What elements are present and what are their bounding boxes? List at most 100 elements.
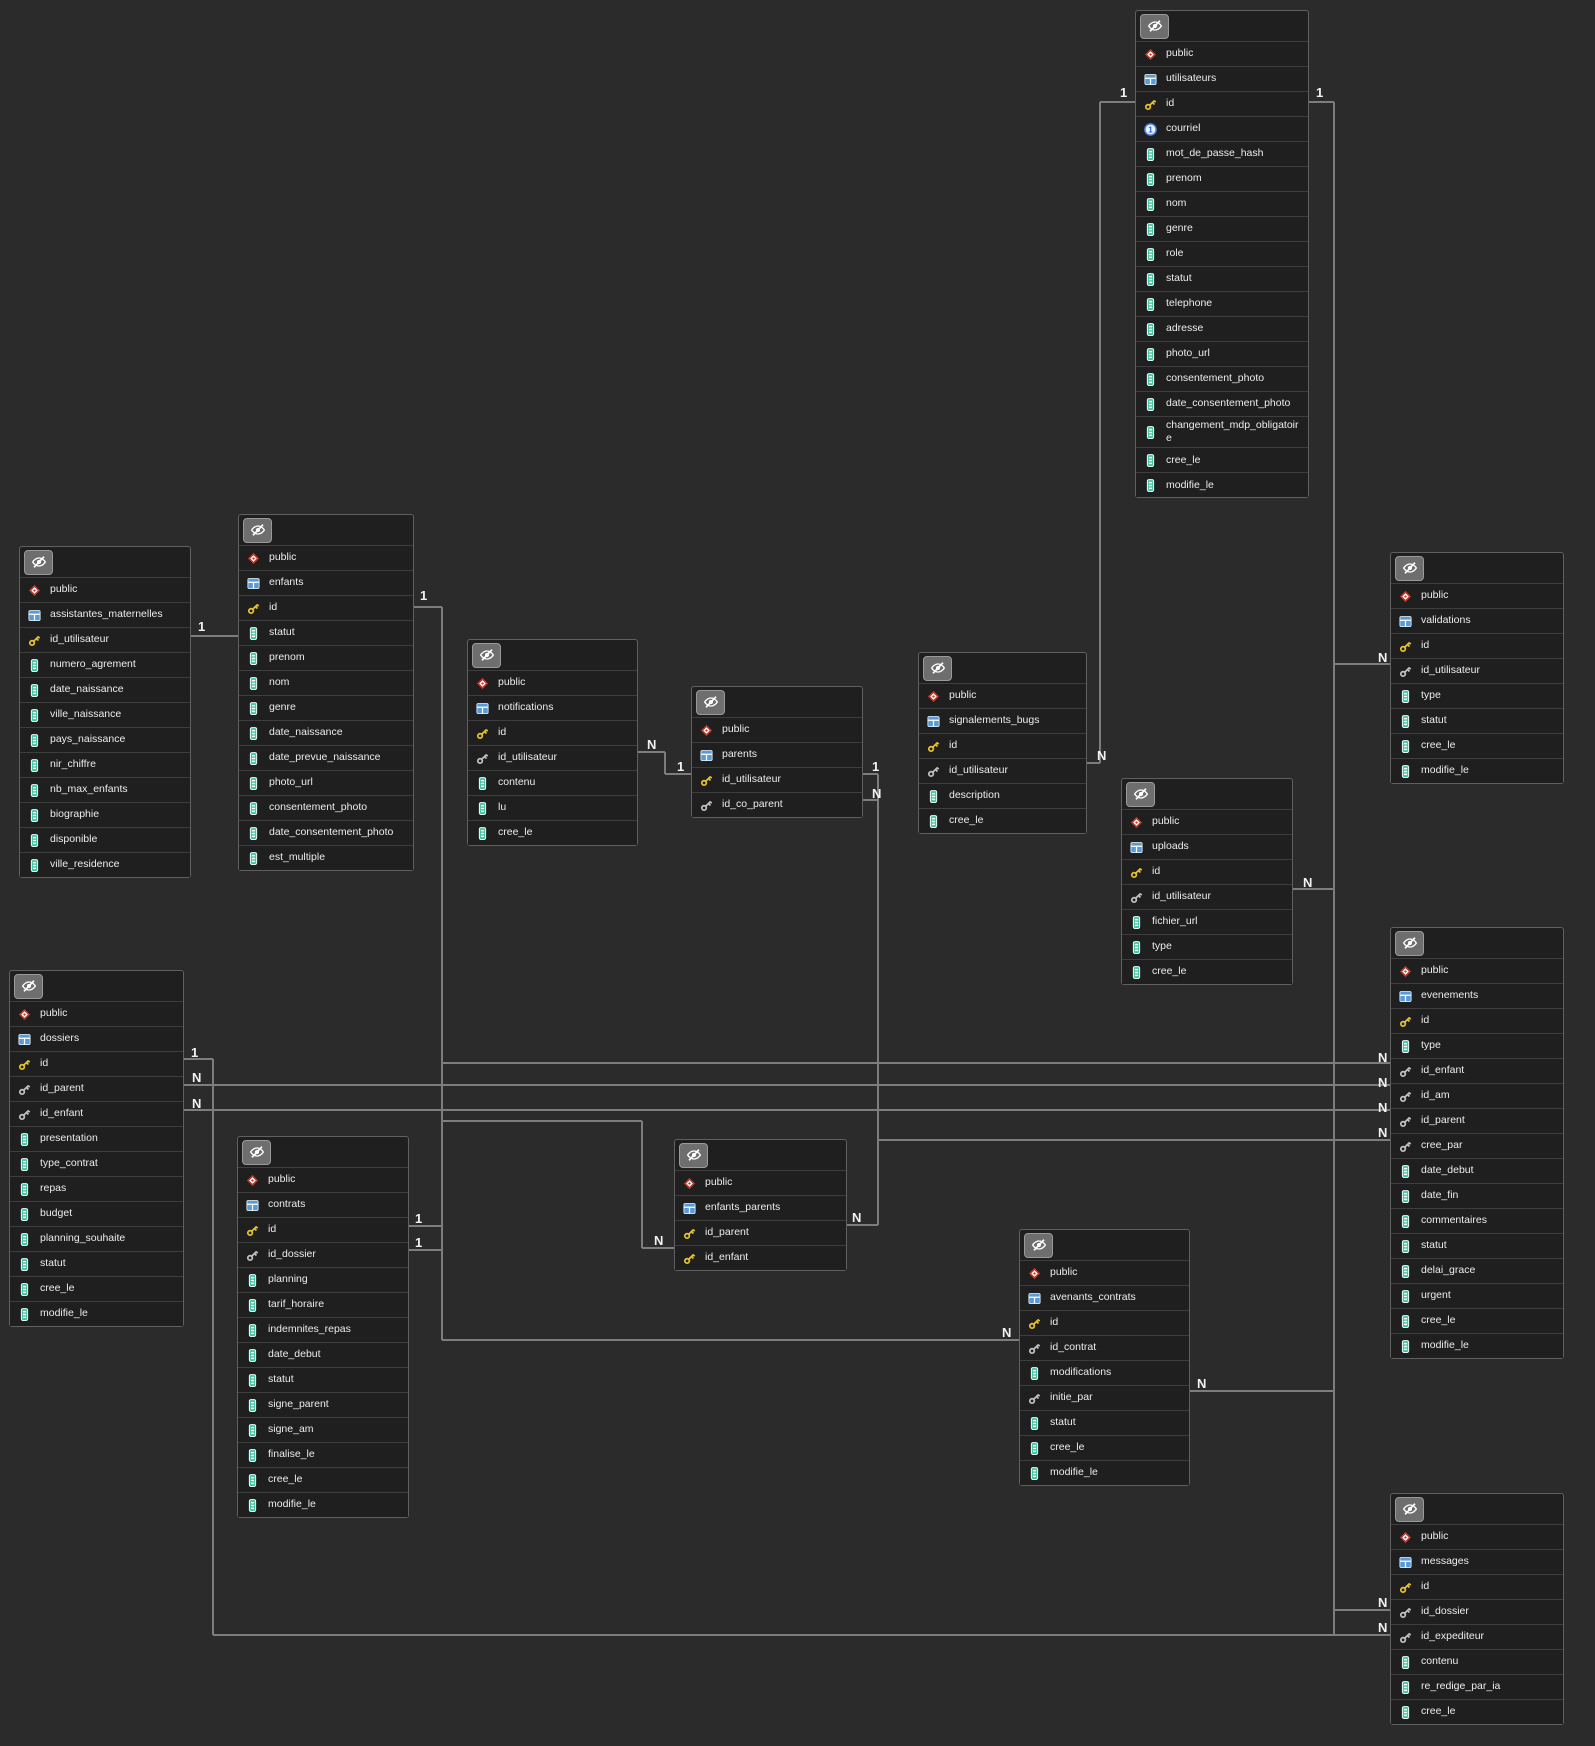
field-row[interactable]: nom — [1136, 191, 1308, 216]
table-name-row[interactable]: avenants_contrats — [1020, 1285, 1189, 1310]
field-row[interactable]: urgent — [1391, 1283, 1563, 1308]
table-name-row[interactable]: evenements — [1391, 983, 1563, 1008]
hide-table-button[interactable] — [1140, 13, 1169, 39]
table-assistantes_maternelles[interactable]: public assistantes_maternelles id_utilisat… — [19, 546, 191, 878]
field-row[interactable]: repas — [10, 1176, 183, 1201]
hide-table-button[interactable] — [1024, 1232, 1053, 1258]
field-row[interactable]: lu — [468, 795, 637, 820]
hide-table-button[interactable] — [242, 1139, 271, 1165]
table-name-row[interactable]: uploads — [1122, 834, 1292, 859]
field-row[interactable]: planning_souhaite — [10, 1226, 183, 1251]
field-row[interactable]: re_redige_par_ia — [1391, 1674, 1563, 1699]
field-row[interactable]: statut — [239, 620, 413, 645]
field-row[interactable]: ville_residence — [20, 852, 190, 877]
table-enfants[interactable]: public enfants id statut prenom nom genre date_… — [238, 514, 414, 871]
field-row[interactable]: prenom — [1136, 166, 1308, 191]
field-row[interactable]: type — [1391, 1033, 1563, 1058]
field-row[interactable]: id_dossier — [1391, 1599, 1563, 1624]
field-row[interactable]: initie_par — [1020, 1385, 1189, 1410]
field-row[interactable]: date_consentement_photo — [239, 820, 413, 845]
field-row[interactable]: indemnites_repas — [238, 1317, 408, 1342]
table-name-row[interactable]: validations — [1391, 608, 1563, 633]
field-row[interactable]: date_debut — [238, 1342, 408, 1367]
table-name-row[interactable]: notifications — [468, 695, 637, 720]
field-row[interactable]: cree_le — [1391, 1699, 1563, 1724]
field-row[interactable]: id — [10, 1051, 183, 1076]
field-row[interactable]: prenom — [239, 645, 413, 670]
field-row[interactable]: photo_url — [239, 770, 413, 795]
field-row[interactable]: changement_mdp_obligatoire — [1136, 416, 1308, 448]
field-row[interactable]: biographie — [20, 802, 190, 827]
table-notifications[interactable]: public notifications id id_utilisateur conte… — [467, 639, 638, 846]
table-signalements_bugs[interactable]: public signalements_bugs id id_utilisateur d… — [918, 652, 1087, 834]
field-row[interactable]: role — [1136, 241, 1308, 266]
table-name-row[interactable]: assistantes_maternelles — [20, 602, 190, 627]
field-row[interactable]: id_enfant — [1391, 1058, 1563, 1083]
field-row[interactable]: id_enfant — [10, 1101, 183, 1126]
field-row[interactable]: disponible — [20, 827, 190, 852]
field-row[interactable]: date_naissance — [20, 677, 190, 702]
schema-row[interactable]: public — [1136, 41, 1308, 66]
table-uploads[interactable]: public uploads id id_utilisateur fichier_url… — [1121, 778, 1293, 985]
hide-table-button[interactable] — [243, 517, 272, 543]
field-row[interactable]: modifie_le — [1020, 1460, 1189, 1485]
table-evenements[interactable]: public evenements id type id_enfant id_am id_p… — [1390, 927, 1564, 1359]
field-row[interactable]: cree_le — [919, 808, 1086, 833]
field-row[interactable]: id_utilisateur — [1391, 658, 1563, 683]
field-row[interactable]: id — [1136, 91, 1308, 116]
field-row[interactable]: signe_am — [238, 1417, 408, 1442]
table-enfants_parents[interactable]: public enfants_parents id_parent id_enfant — [674, 1139, 847, 1271]
field-row[interactable]: date_debut — [1391, 1158, 1563, 1183]
field-row[interactable]: cree_le — [1122, 959, 1292, 984]
field-row[interactable]: modifie_le — [238, 1492, 408, 1517]
table-name-row[interactable]: contrats — [238, 1192, 408, 1217]
field-row[interactable]: cree_le — [238, 1467, 408, 1492]
field-row[interactable]: commentaires — [1391, 1208, 1563, 1233]
field-row[interactable]: pays_naissance — [20, 727, 190, 752]
field-row[interactable]: 1 courriel — [1136, 116, 1308, 141]
field-row[interactable]: cree_le — [1136, 447, 1308, 473]
schema-row[interactable]: public — [1391, 1524, 1563, 1549]
field-row[interactable]: cree_le — [1020, 1435, 1189, 1460]
field-row[interactable]: id_dossier — [238, 1242, 408, 1267]
field-row[interactable]: id_utilisateur — [1122, 884, 1292, 909]
schema-row[interactable]: public — [239, 545, 413, 570]
field-row[interactable]: statut — [1391, 708, 1563, 733]
field-row[interactable]: id_utilisateur — [692, 767, 862, 792]
field-row[interactable]: nb_max_enfants — [20, 777, 190, 802]
field-row[interactable]: id_expediteur — [1391, 1624, 1563, 1649]
field-row[interactable]: id_utilisateur — [919, 758, 1086, 783]
field-row[interactable]: consentement_photo — [1136, 366, 1308, 391]
field-row[interactable]: numero_agrement — [20, 652, 190, 677]
field-row[interactable]: consentement_photo — [239, 795, 413, 820]
hide-table-button[interactable] — [679, 1142, 708, 1168]
field-row[interactable]: budget — [10, 1201, 183, 1226]
hide-table-button[interactable] — [1395, 1496, 1424, 1522]
table-utilisateurs[interactable]: public utilisateurs id 1 courriel mot_de_pass… — [1135, 10, 1309, 499]
field-row[interactable]: id — [1391, 633, 1563, 658]
schema-row[interactable]: public — [1391, 583, 1563, 608]
field-row[interactable]: id_utilisateur — [468, 745, 637, 770]
field-row[interactable]: contenu — [1391, 1649, 1563, 1674]
field-row[interactable]: statut — [1136, 266, 1308, 291]
field-row[interactable]: id_co_parent — [692, 792, 862, 817]
schema-row[interactable]: public — [1122, 809, 1292, 834]
hide-table-button[interactable] — [1395, 555, 1424, 581]
field-row[interactable]: cree_le — [1391, 1308, 1563, 1333]
field-row[interactable]: nom — [239, 670, 413, 695]
field-row[interactable]: modifications — [1020, 1360, 1189, 1385]
field-row[interactable]: date_naissance — [239, 720, 413, 745]
field-row[interactable]: finalise_le — [238, 1442, 408, 1467]
hide-table-button[interactable] — [923, 655, 952, 681]
field-row[interactable]: signe_parent — [238, 1392, 408, 1417]
field-row[interactable]: statut — [1391, 1233, 1563, 1258]
table-name-row[interactable]: dossiers — [10, 1026, 183, 1051]
table-messages[interactable]: public messages id id_dossier id_expediteur c… — [1390, 1493, 1564, 1725]
field-row[interactable]: adresse — [1136, 316, 1308, 341]
table-name-row[interactable]: parents — [692, 742, 862, 767]
table-parents[interactable]: public parents id_utilisateur id_co_parent — [691, 686, 863, 818]
field-row[interactable]: cree_le — [10, 1276, 183, 1301]
field-row[interactable]: cree_le — [468, 820, 637, 845]
field-row[interactable]: cree_le — [1391, 733, 1563, 758]
